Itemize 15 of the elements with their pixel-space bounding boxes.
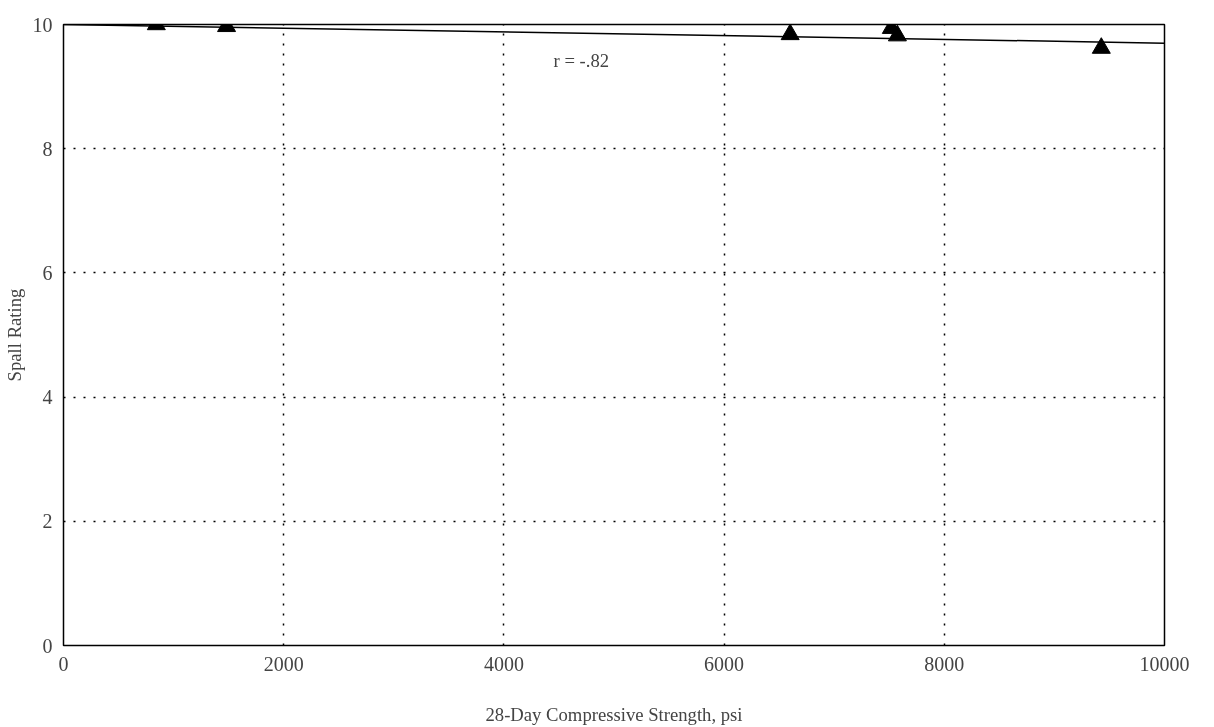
- x-axis-title: 28-Day Compressive Strength, psi: [485, 703, 743, 725]
- x-tick-label: 6000: [704, 652, 745, 675]
- annotation: r = -.82: [553, 49, 610, 71]
- x-tick-label: 0: [58, 652, 69, 675]
- y-tick-label: 8: [42, 137, 53, 160]
- y-tick-label: 2: [42, 510, 53, 533]
- y-tick-label: 4: [42, 386, 53, 409]
- y-tick-label: 0: [42, 634, 53, 657]
- y-axis-title: Spall Rating: [3, 288, 25, 382]
- x-tick-label: 10000: [1139, 652, 1190, 675]
- y-tick-label: 10: [32, 13, 53, 36]
- x-tick-label: 4000: [483, 652, 524, 675]
- y-tick-label: 6: [42, 261, 53, 284]
- x-tick-label: 2000: [263, 652, 304, 675]
- x-tick-label: 8000: [924, 652, 965, 675]
